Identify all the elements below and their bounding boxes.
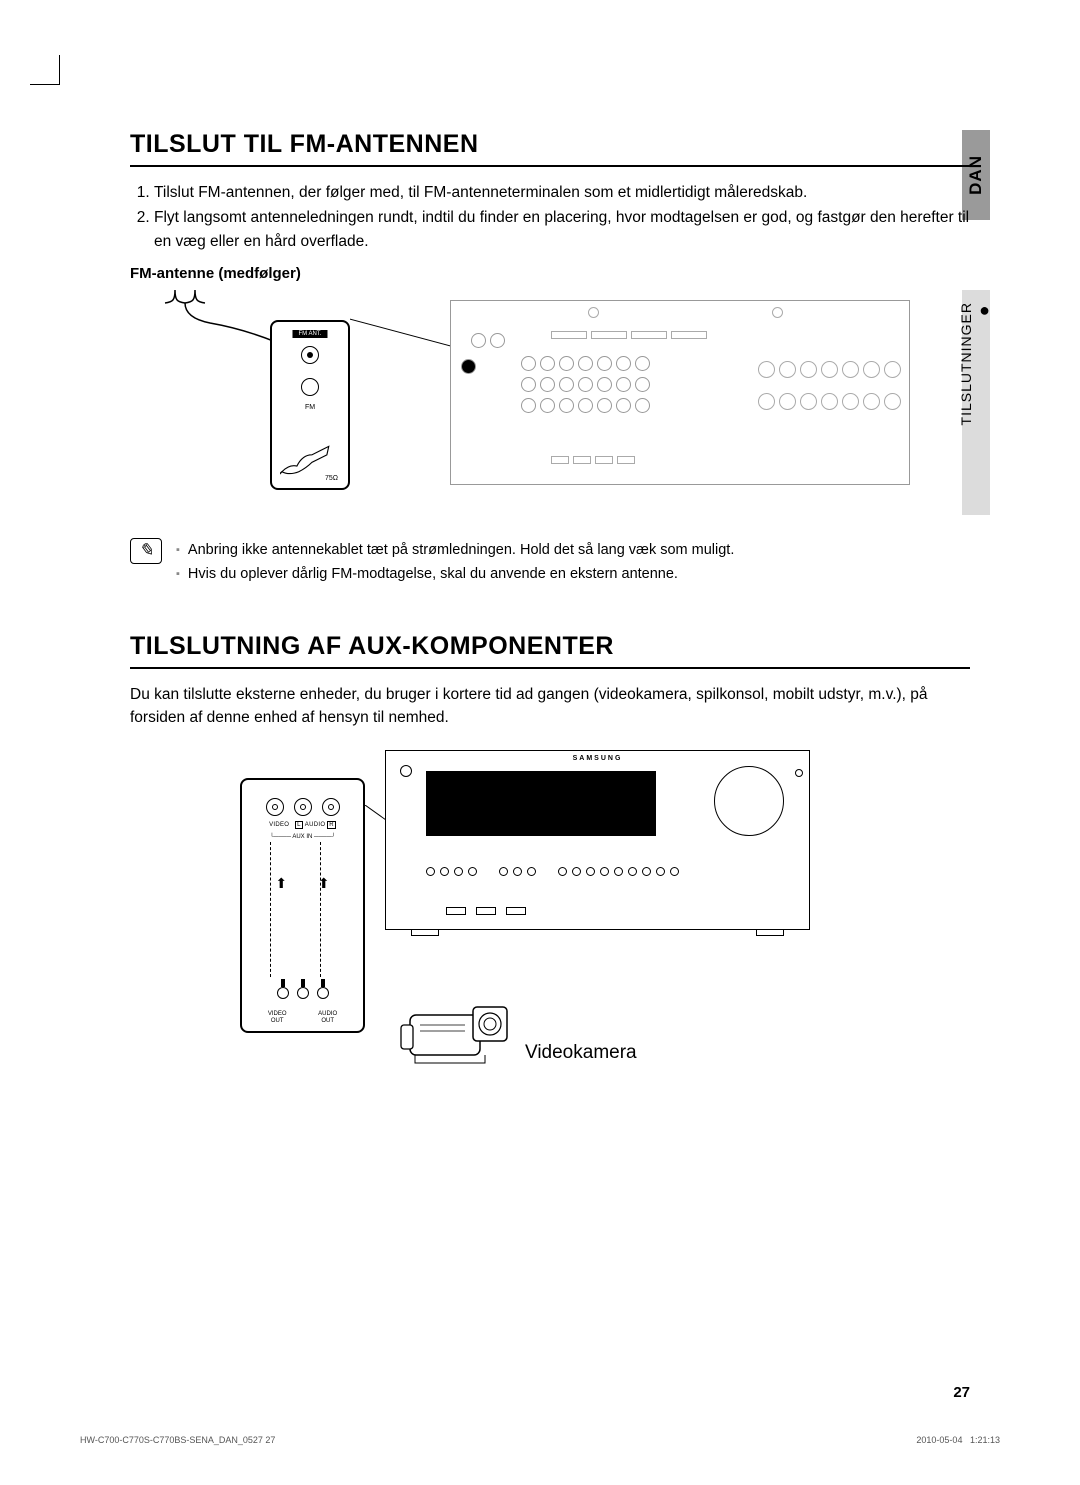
plug-icon bbox=[277, 979, 289, 999]
plug-icon bbox=[317, 979, 329, 999]
heading-aux: TILSLUTNING AF AUX-KOMPONENTER bbox=[130, 632, 970, 669]
video-out-label: VIDEOOUT bbox=[268, 1011, 287, 1024]
note-line-2: Hvis du oplever dårlig FM-modtagelse, sk… bbox=[176, 562, 734, 587]
aux-body-text: Du kan tilslutte eksterne enheder, du br… bbox=[130, 683, 970, 730]
footer-filename: HW-C700-C770S-C770BS-SENA_DAN_0527 27 bbox=[80, 1435, 275, 1445]
aux-diagram: VIDEO L AUDIO R └──── AUX IN ────┘ ⬆⬆ VI… bbox=[240, 750, 940, 1110]
camcorder-icon bbox=[395, 995, 515, 1070]
note-icon: ✎ bbox=[130, 538, 162, 564]
fm-step-2: Flyt langsomt antenneledningen rundt, in… bbox=[154, 206, 970, 253]
note-block: ✎ Anbring ikke antennekablet tæt på strø… bbox=[130, 538, 970, 587]
aux-audio-l-jack-icon bbox=[294, 798, 312, 816]
dash-line-icon bbox=[270, 842, 271, 977]
fm-text: FM bbox=[305, 404, 315, 411]
heading-fm-antenna: TILSLUT TIL FM-ANTENNEN bbox=[130, 130, 970, 167]
camcorder-label: Videokamera bbox=[525, 1042, 637, 1064]
aux-audio-r-jack-icon bbox=[322, 798, 340, 816]
aux-video-jack-icon bbox=[266, 798, 284, 816]
aux-in-label: └──── AUX IN ────┘ bbox=[242, 834, 363, 840]
aux-top-labels: VIDEO L AUDIO R bbox=[242, 822, 363, 828]
fm-step-1: Tilslut FM-antennen, der følger med, til… bbox=[154, 181, 970, 204]
fm-plug-icon bbox=[280, 425, 340, 480]
fm-steps-list: Tilslut FM-antennen, der følger med, til… bbox=[130, 181, 970, 253]
dash-line-icon bbox=[320, 842, 321, 977]
receiver-back-panel-icon bbox=[450, 300, 910, 485]
fm-ohm-label: 75Ω bbox=[325, 475, 338, 482]
aux-in-box: VIDEO L AUDIO R └──── AUX IN ────┘ ⬆⬆ VI… bbox=[240, 778, 365, 1033]
fm-terminal-box: FM ANT. FM 75Ω bbox=[270, 320, 350, 490]
fm-ant-label: FM ANT. bbox=[292, 330, 327, 338]
receiver-front-panel-icon: SAMSUNG bbox=[385, 750, 810, 930]
page-content: TILSLUT TIL FM-ANTENNEN Tilslut FM-anten… bbox=[0, 0, 1080, 1170]
fm-antenna-diagram: FM ANT. FM 75Ω bbox=[140, 290, 910, 520]
page-number: 27 bbox=[953, 1384, 970, 1401]
antenna-wire-icon bbox=[155, 288, 275, 343]
plug-icon bbox=[297, 979, 309, 999]
audio-out-label: AUDIOOUT bbox=[318, 1011, 337, 1024]
note-line-1: Anbring ikke antennekablet tæt på strøml… bbox=[176, 538, 734, 563]
fm-jack-icon bbox=[301, 378, 319, 396]
brand-label: SAMSUNG bbox=[573, 755, 623, 762]
arrow-up-icon: ⬆ bbox=[275, 875, 287, 892]
note-lines: Anbring ikke antennekablet tæt på strøml… bbox=[176, 538, 734, 587]
footer-timestamp: 2010-05-04 1:21:13 bbox=[916, 1435, 1000, 1445]
fm-antenna-subhead: FM-antenne (medfølger) bbox=[130, 265, 970, 282]
fm-port-icon bbox=[301, 346, 319, 364]
